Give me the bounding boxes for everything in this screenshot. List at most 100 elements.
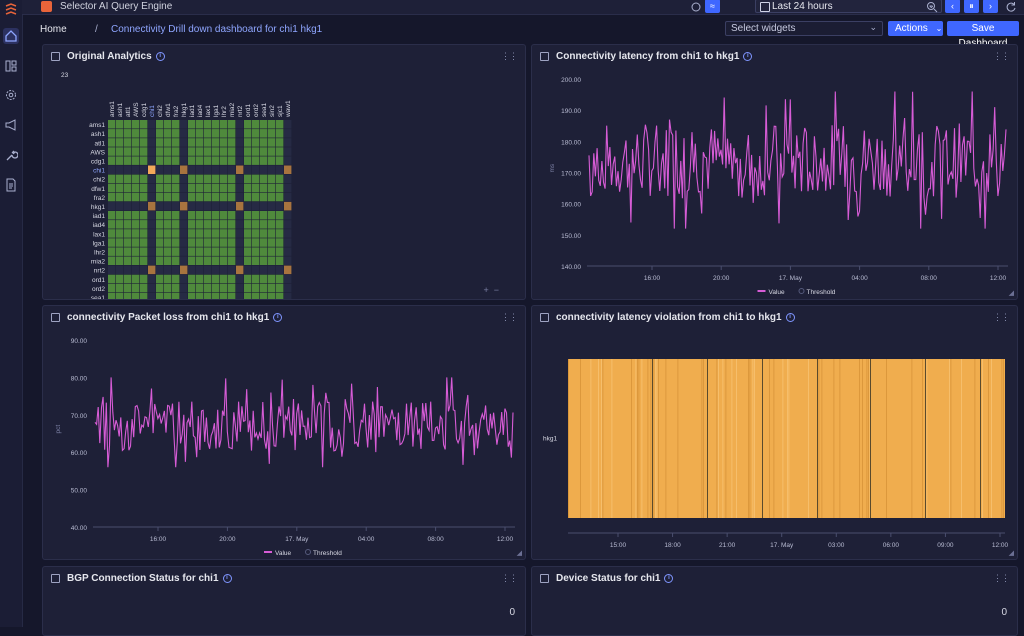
latency-ytick: 150.00 <box>561 233 581 240</box>
matrix-cell <box>220 220 228 229</box>
matrix-cell <box>116 201 124 211</box>
info-icon[interactable]: i <box>785 312 795 322</box>
violation-stripe <box>1001 359 1003 518</box>
drag-handle-icon[interactable]: ⋮⋮ <box>501 312 518 322</box>
matrix-cell <box>204 292 212 299</box>
matrix-cell <box>132 165 140 174</box>
matrix-cell <box>156 292 164 299</box>
panel-select-checkbox[interactable] <box>540 52 549 61</box>
panel-select-checkbox[interactable] <box>540 574 549 583</box>
matrix-cell <box>228 229 236 238</box>
breadcrumb-home-link[interactable]: Home <box>40 24 67 35</box>
resize-handle-icon[interactable]: ◢ <box>1008 290 1014 297</box>
drag-handle-icon[interactable]: ⋮⋮ <box>993 312 1010 322</box>
selector-logo-icon[interactable] <box>3 2 19 18</box>
matrix-cell <box>212 120 220 129</box>
matrix-cell <box>180 220 188 229</box>
matrix-cell <box>140 283 148 293</box>
matrix-cell <box>180 201 188 211</box>
dashboards-icon[interactable] <box>3 58 19 74</box>
matrix-cell <box>244 165 252 174</box>
matrix-cell <box>172 147 180 156</box>
matrix-cell <box>276 120 284 129</box>
matrix-col-label: iad1 <box>189 104 196 117</box>
time-back-button[interactable]: ‹ <box>945 0 960 13</box>
matrix-row-label: sea1 <box>91 295 105 299</box>
resize-handle-icon[interactable]: ◢ <box>516 550 522 557</box>
matrix-cell <box>212 211 220 220</box>
matrix-col-label: ams1 <box>109 101 116 117</box>
matrix-cell <box>164 220 172 229</box>
info-icon[interactable]: i <box>273 312 283 322</box>
violation-stripe <box>731 359 733 518</box>
panel-select-checkbox[interactable] <box>51 313 60 322</box>
document-icon[interactable] <box>3 177 19 193</box>
matrix-cell <box>132 283 140 293</box>
drag-handle-icon[interactable]: ⋮⋮ <box>993 51 1010 61</box>
info-icon[interactable]: i <box>155 51 165 61</box>
info-icon[interactable]: i <box>743 51 753 61</box>
matrix-cell <box>220 165 228 174</box>
panel-select-checkbox[interactable] <box>540 313 549 322</box>
select-widgets-dropdown[interactable]: Select widgets ⌄ <box>725 21 883 36</box>
matrix-cell <box>116 211 124 220</box>
matrix-cell <box>124 147 132 156</box>
matrix-cell <box>180 165 188 174</box>
matrix-cell <box>156 192 164 202</box>
panel-packet-loss: connectivity Packet loss from chi1 to hk… <box>42 305 526 560</box>
matrix-cell <box>164 129 172 138</box>
refresh-icon[interactable] <box>1005 1 1017 13</box>
matrix-cell <box>276 265 284 275</box>
matrix-cell <box>156 138 164 147</box>
settings-gear-icon[interactable] <box>3 87 19 103</box>
panel-select-checkbox[interactable] <box>51 52 60 61</box>
info-circle-icon[interactable] <box>690 1 702 13</box>
ai-query-button[interactable]: ≈ <box>705 0 720 13</box>
matrix-cell <box>244 120 252 129</box>
matrix-cell <box>196 238 204 247</box>
matrix-cell <box>228 256 236 265</box>
matrix-cell <box>196 283 204 293</box>
breadcrumb-current[interactable]: Connectivity Drill down dashboard for ch… <box>111 24 323 35</box>
matrix-cell <box>140 183 148 193</box>
violation-stripe <box>991 359 992 518</box>
matrix-cell <box>140 174 148 184</box>
matrix-cell <box>188 201 196 211</box>
time-forward-button[interactable]: › <box>983 0 998 13</box>
info-icon[interactable]: i <box>222 573 232 583</box>
violation-stripe <box>701 359 703 518</box>
drag-handle-icon[interactable]: ⋮⋮ <box>501 51 518 61</box>
matrix-cell <box>188 120 196 129</box>
matrix-cell <box>116 138 124 147</box>
matrix-cell <box>188 211 196 220</box>
loss-ytick: 60.00 <box>71 450 88 457</box>
zoom-controls[interactable]: + − <box>483 285 499 295</box>
megaphone-icon[interactable] <box>3 117 19 133</box>
wrench-icon[interactable] <box>3 147 19 163</box>
matrix-cell <box>116 256 124 265</box>
matrix-cell <box>244 247 252 256</box>
violation-stripe <box>788 359 790 518</box>
matrix-cell <box>172 238 180 247</box>
matrix-cell <box>164 183 172 193</box>
save-dashboard-button[interactable]: Save Dashboard <box>947 21 1019 49</box>
matrix-cell <box>132 247 140 256</box>
loss-series-value <box>94 377 514 468</box>
zoom-out-icon[interactable] <box>926 1 938 13</box>
pause-button[interactable]: ⏸ <box>964 0 979 13</box>
home-icon[interactable] <box>3 28 19 44</box>
info-icon[interactable]: i <box>664 573 674 583</box>
matrix-cell <box>108 229 116 238</box>
matrix-row-label: ord2 <box>92 286 105 293</box>
matrix-cell <box>228 201 236 211</box>
drag-handle-icon[interactable]: ⋮⋮ <box>993 573 1010 583</box>
violation-stripe <box>821 359 823 518</box>
drag-handle-icon[interactable]: ⋮⋮ <box>501 573 518 583</box>
panel-select-checkbox[interactable] <box>51 574 60 583</box>
resize-handle-icon[interactable]: ◢ <box>1008 550 1014 557</box>
time-range-select[interactable]: Last 24 hours ⌄ <box>755 0 942 13</box>
panel-latency-violation: connectivity latency violation from chi1… <box>531 305 1018 560</box>
violation-stripe <box>590 359 592 518</box>
actions-button[interactable]: Actions ⌄ <box>888 21 943 36</box>
violation-heatmap: hkg1 15:00 18:00 21:00 17. May 03:00 06:00 09:0… <box>543 359 1009 549</box>
